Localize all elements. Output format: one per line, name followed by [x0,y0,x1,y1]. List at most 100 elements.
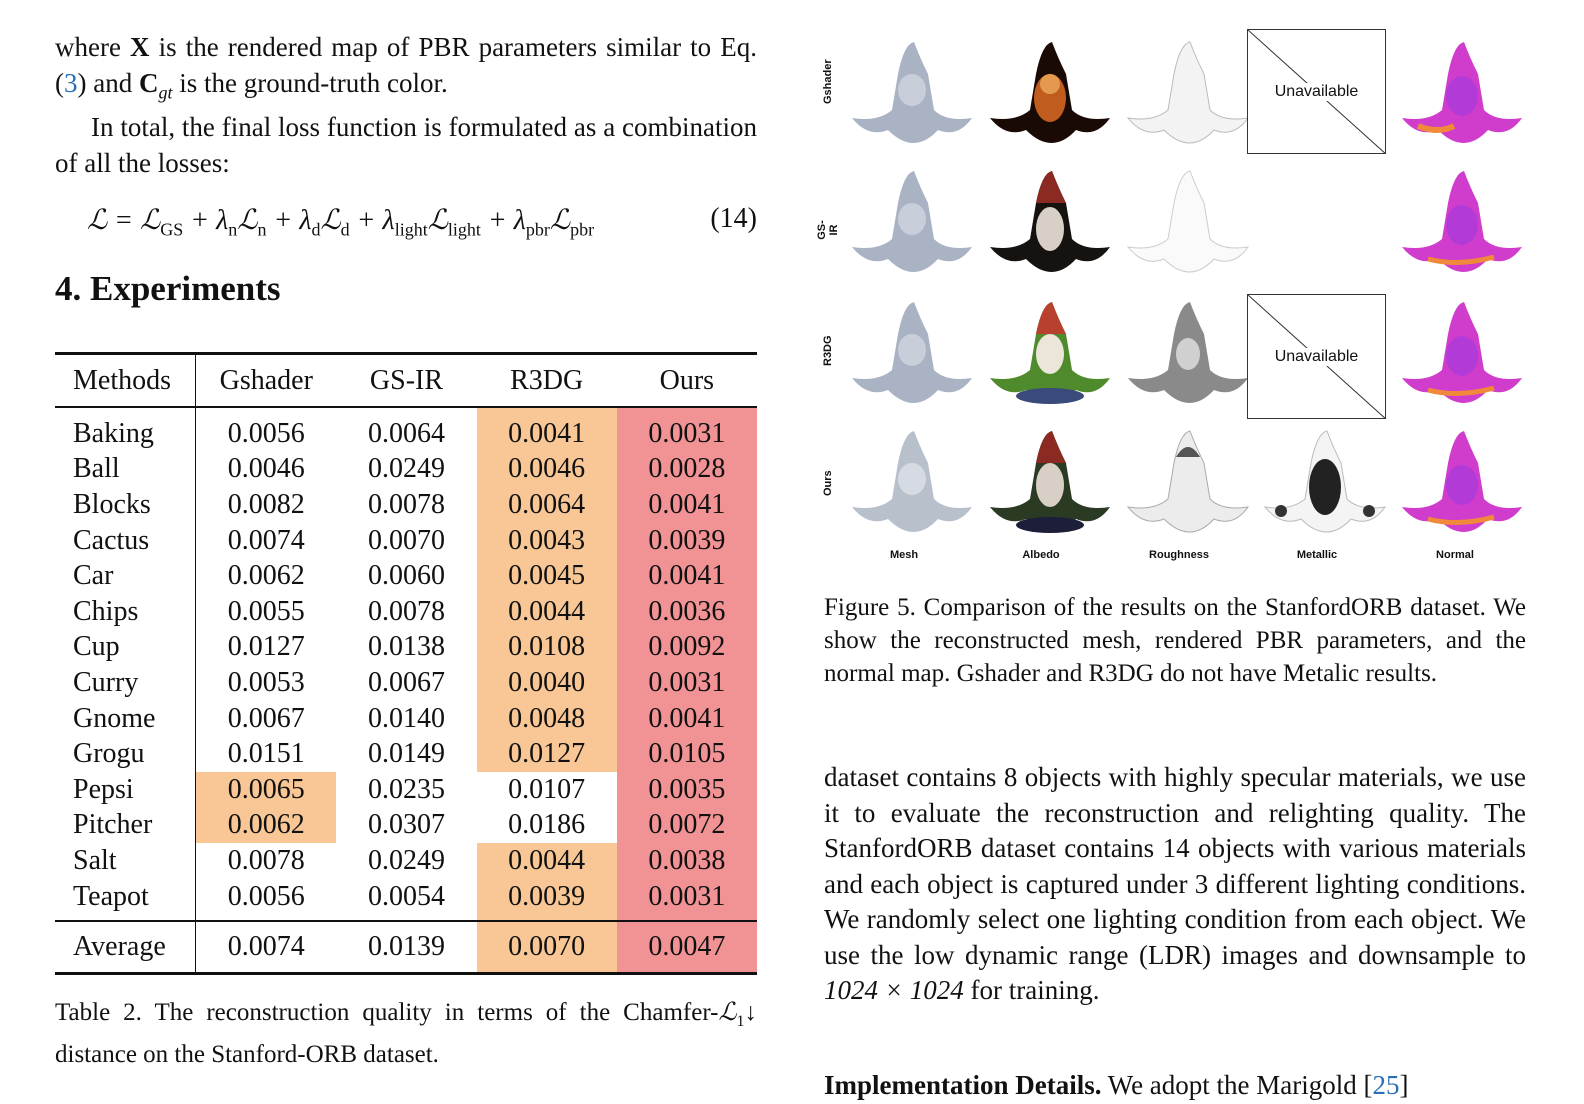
normal-image [1398,427,1526,545]
table-row: Salt 0.0078 0.0249 0.0044 0.0038 [55,843,757,879]
table-cell: 0.0067 [367,666,445,698]
table-row: Curry 0.0053 0.0067 0.0040 0.0031 [55,665,757,701]
table-cell: 0.0043 [476,522,617,559]
table-cell: 0.0046 [476,451,617,488]
row-label-gsir: GS-IR [816,220,840,240]
table-cell: 0.0064 [476,487,617,523]
table-cell: 0.0046 [227,453,305,485]
row-method-name: Blocks [55,487,197,523]
loss-equation: ℒ = ℒGS + λnℒn + λdℒd + λlightℒlight + λ… [55,203,757,243]
table-cell: 0.0074 [227,931,305,963]
table-cell: 0.0235 [367,773,445,805]
table-cell: 0.0044 [476,843,617,879]
table-cell: 0.0062 [227,560,305,592]
row-method-name: Teapot [55,878,197,922]
table-cell: 0.0108 [476,629,617,666]
table-cell: 0.0039 [616,522,757,559]
table-cell: 0.0056 [227,417,305,449]
row-method-name: Cactus [55,522,197,559]
row-method-name: Gnome [55,700,197,737]
table-cell: 0.0056 [227,880,305,912]
row-method-name: Grogu [55,736,197,772]
unavailable-placeholder: Unavailable [1247,29,1386,154]
mesh-image [848,38,976,156]
intro-paragraph: where X is the rendered map of PBR param… [55,32,757,102]
roughness-image [1124,298,1252,416]
mesh-image [848,167,976,285]
table-cell: 0.0038 [616,843,757,879]
dataset-paragraph: dataset contains 8 objects with highly s… [824,762,1526,1005]
roughness-image [1124,167,1252,285]
citation-link[interactable]: 25 [1372,1070,1400,1100]
table-cell: 0.0082 [227,488,305,520]
average-label: Average [55,921,197,974]
table-row: Gnome 0.0067 0.0140 0.0048 0.0041 [55,700,757,737]
mesh-image [848,298,976,416]
header-r3dg: R3DG [510,364,584,396]
table-caption: Table 2. The reconstruction quality in t… [55,999,757,1068]
table-cell: 0.0149 [367,738,445,770]
row-method-name: Car [55,558,197,594]
table-cell: 0.0067 [227,702,305,734]
table-cell: 0.0139 [367,931,445,963]
table-cell: 0.0107 [508,773,586,805]
table-cell: 0.0053 [227,666,305,698]
table-cell: 0.0041 [616,487,757,523]
table-cell: 0.0036 [616,593,757,630]
table-cell: 0.0138 [367,631,445,663]
table-cell: 0.0092 [616,629,757,666]
table-cell: 0.0140 [367,702,445,734]
row-method-name: Cup [55,629,197,666]
table-row: Cup 0.0127 0.0138 0.0108 0.0092 [55,629,757,666]
table-cell: 0.0078 [367,595,445,627]
table-row: Cactus 0.0074 0.0070 0.0043 0.0039 [55,522,757,559]
table-row: Grogu 0.0151 0.0149 0.0127 0.0105 [55,736,757,772]
table-cell: 0.0048 [476,700,617,737]
mesh-image [848,427,976,545]
table-cell: 0.0072 [616,807,757,844]
table-cell: 0.0040 [476,665,617,701]
equation-reference-link[interactable]: 3 [64,67,78,98]
col-label-albedo: Albedo [1022,549,1060,561]
table-header-row: Methods Gshader GS-IR R3DG Ours [55,353,757,407]
row-label-r3dg: R3DG [822,335,834,366]
row-label-ours: Ours [822,470,834,496]
table-cell: 0.0060 [367,560,445,592]
normal-image [1398,38,1526,156]
albedo-image [986,427,1114,545]
table-cell: 0.0041 [476,407,617,452]
results-table: Methods Gshader GS-IR R3DG Ours Baking 0.… [55,352,757,975]
header-gsir: GS-IR [369,364,444,396]
albedo-image [986,167,1114,285]
table-cell: 0.0047 [616,921,757,974]
table-row: Baking 0.0056 0.0064 0.0041 0.0031 [55,407,757,452]
row-method-name: Baking [55,407,197,452]
table-cell: 0.0031 [616,878,757,922]
metallic-image [1261,427,1389,545]
normal-image [1398,167,1526,285]
implementation-paragraph: Implementation Details. We adopt the Mar… [824,1070,1409,1100]
table-cell: 0.0070 [476,921,617,974]
header-gshader: Gshader [219,364,313,396]
table-cell: 0.0151 [227,738,305,770]
row-method-name: Curry [55,665,197,701]
equation-number: (14) [710,203,757,235]
table-cell: 0.0031 [616,665,757,701]
roughness-image [1124,427,1252,545]
table-cell: 0.0078 [367,488,445,520]
header-methods: Methods [55,353,197,407]
table-row: Ball 0.0046 0.0249 0.0046 0.0028 [55,451,757,488]
loss-paragraph: In total, the final loss function is for… [55,112,757,178]
normal-image [1398,298,1526,416]
table-cell: 0.0065 [195,771,337,808]
left-column: where X is the rendered map of PBR param… [55,30,757,309]
col-label-normal: Normal [1436,549,1474,561]
table-row: Teapot 0.0056 0.0054 0.0039 0.0031 [55,878,757,922]
roughness-image [1124,38,1252,156]
table-cell: 0.0307 [367,809,445,841]
table-row: Pepsi 0.0065 0.0235 0.0107 0.0035 [55,771,757,808]
table-cell: 0.0070 [367,524,445,556]
table-cell: 0.0078 [227,844,305,876]
table-cell: 0.0031 [616,407,757,452]
row-method-name: Pitcher [55,807,197,844]
